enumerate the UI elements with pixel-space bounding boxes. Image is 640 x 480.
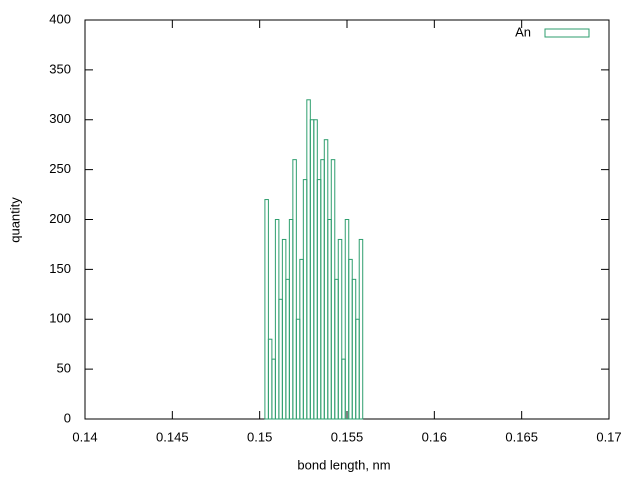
bar: [299, 258, 304, 420]
y-tick-label: 300: [49, 111, 71, 126]
bar: [292, 159, 297, 420]
bar: [355, 318, 360, 420]
y-tick-label: 100: [49, 311, 71, 326]
bar: [323, 139, 329, 420]
bar: [295, 318, 301, 420]
x-tick-label: 0.17: [596, 429, 621, 444]
x-axis-label: bond length, nm: [297, 457, 390, 472]
bar: [320, 159, 325, 420]
bar: [351, 278, 357, 420]
bar: [285, 278, 290, 420]
y-tick-label: 0: [64, 410, 71, 425]
bar: [306, 99, 311, 420]
y-tick-label: 400: [49, 11, 71, 26]
bar: [348, 258, 353, 420]
y-tick-label: 250: [49, 161, 71, 176]
bar: [288, 219, 294, 420]
bar: [278, 298, 283, 420]
legend-label: An: [515, 24, 531, 39]
bar: [316, 179, 322, 420]
bar: [344, 219, 350, 420]
bar: [302, 179, 308, 420]
bar: [358, 238, 364, 420]
bar: [264, 199, 269, 420]
bar: [271, 358, 276, 420]
y-tick-label: 200: [49, 211, 71, 226]
bar: [330, 159, 336, 420]
bar: [274, 219, 280, 420]
x-tick-label: 0.165: [505, 429, 538, 444]
bar: [337, 238, 343, 420]
legend-swatch: [544, 28, 590, 38]
bar: [281, 238, 287, 420]
x-tick-label: 0.15: [247, 429, 272, 444]
x-tick-label: 0.145: [156, 429, 189, 444]
x-tick-label: 0.16: [422, 429, 447, 444]
bar: [341, 358, 346, 420]
y-axis-label: quantity: [7, 197, 22, 243]
bar: [334, 278, 339, 420]
x-tick-label: 0.155: [331, 429, 364, 444]
x-tick-label: 0.14: [72, 429, 97, 444]
y-tick-label: 350: [49, 61, 71, 76]
bar: [267, 338, 273, 420]
y-tick-label: 50: [57, 361, 71, 376]
bar: [309, 119, 315, 420]
bar: [327, 219, 332, 420]
bar: [313, 119, 318, 420]
y-tick-label: 150: [49, 261, 71, 276]
